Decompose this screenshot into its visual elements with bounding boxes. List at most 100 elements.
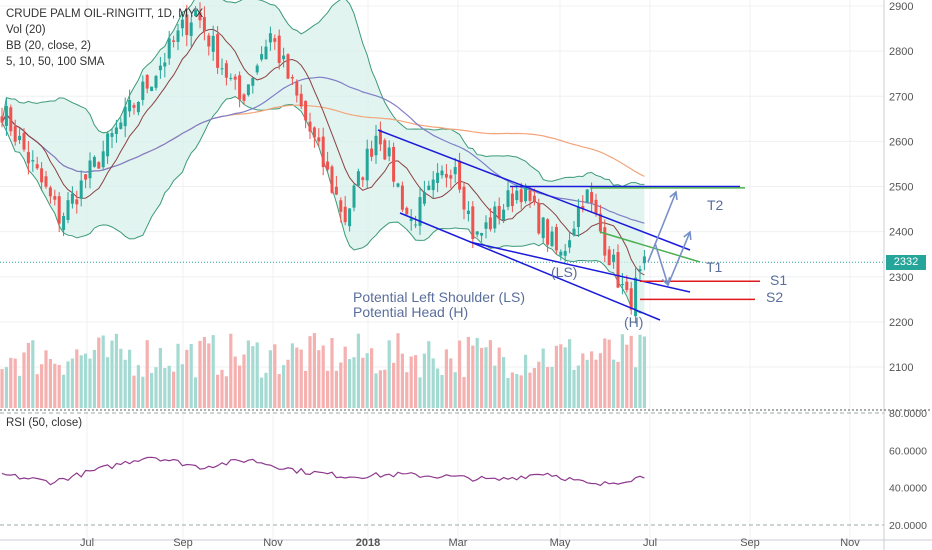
candle-body <box>106 133 110 157</box>
volume-bar <box>194 377 198 408</box>
candle-body <box>559 251 563 256</box>
candle-body <box>515 190 519 201</box>
symbol-title[interactable]: CRUDE PALM OIL-RINGITT, 1D, MYX <box>6 8 204 20</box>
price-tick-label: 2700 <box>889 91 913 103</box>
candle-body <box>84 174 88 180</box>
candle-body <box>198 12 202 21</box>
candle-body <box>330 166 334 193</box>
rsi-tick-label: 60.0000 <box>889 445 927 457</box>
candle-body <box>444 173 448 178</box>
rsi-tick-label: 80.0000 <box>889 408 927 420</box>
candle-body <box>4 105 8 126</box>
volume-bar <box>497 347 501 408</box>
volume-bar <box>255 342 259 408</box>
candle-body <box>550 231 554 247</box>
candle-body <box>484 222 488 229</box>
volume-bar <box>4 367 8 408</box>
candle-body <box>22 132 26 150</box>
grid <box>0 0 884 540</box>
candle-body <box>202 17 206 32</box>
candle-body <box>414 224 418 226</box>
time-tick-label: 2018 <box>356 537 380 549</box>
volume-bar <box>444 349 448 408</box>
volume-bar <box>238 365 242 408</box>
volume-bar <box>136 365 140 408</box>
candle-body <box>427 185 431 191</box>
volume-bar <box>405 372 409 408</box>
candle-body <box>48 187 52 197</box>
candle-body <box>57 196 61 224</box>
candle-body <box>180 19 184 29</box>
volume-bar <box>475 337 479 408</box>
bb-upper <box>1 0 645 188</box>
candle-body <box>264 46 268 60</box>
volume-bar <box>158 348 162 408</box>
candle-body <box>189 22 193 36</box>
time-tick-label: Sep <box>173 537 193 549</box>
volume-bar <box>132 375 136 408</box>
candle-body <box>92 156 96 167</box>
candle-body <box>304 100 308 121</box>
volume-bar <box>224 376 228 408</box>
volume-bar <box>616 361 620 408</box>
candle-body <box>607 249 611 266</box>
volume-bar <box>409 356 413 408</box>
volume-bar <box>282 365 286 408</box>
candle-body <box>145 74 149 89</box>
candle-body <box>418 197 422 226</box>
volume-bar <box>365 353 369 408</box>
candle-body <box>66 200 70 220</box>
volume-bar <box>585 359 589 408</box>
candle-body <box>150 86 154 92</box>
candle-body <box>163 62 167 67</box>
candle-body <box>638 269 642 272</box>
volume-bar <box>211 335 215 408</box>
volume-bar <box>541 348 545 408</box>
volume-bar <box>97 337 101 408</box>
rsi-indicator-label[interactable]: RSI (50, close) <box>6 417 83 429</box>
sma-indicator-label[interactable]: 5, 10, 50, 100 SMA <box>6 56 105 68</box>
drawings <box>377 129 760 321</box>
candle-body <box>590 192 594 203</box>
candle-body <box>132 105 136 108</box>
candle-body <box>110 133 114 137</box>
candle-body <box>502 209 506 221</box>
candle-body <box>532 195 536 202</box>
candle-body <box>167 38 171 59</box>
volume-bar <box>361 357 365 408</box>
volume-bar <box>290 343 294 408</box>
volume-bar <box>229 333 233 408</box>
vol-indicator-label[interactable]: Vol (20) <box>6 24 46 36</box>
candle-body <box>18 135 22 141</box>
volume-bar <box>92 349 96 408</box>
price-tick-label: 2200 <box>889 317 913 329</box>
volume-bar <box>458 340 462 408</box>
volume-bar <box>321 345 325 408</box>
price-tick-label: 2300 <box>889 272 913 284</box>
s1-label: S1 <box>770 272 787 288</box>
volume-bar <box>22 352 26 408</box>
candle-body <box>546 219 550 245</box>
candle-body <box>251 77 255 86</box>
candle-body <box>158 65 162 71</box>
volume-bar <box>418 377 422 408</box>
candle-body <box>136 101 140 113</box>
volume-bar <box>625 344 629 408</box>
candle-body <box>480 232 484 236</box>
arrow-to-t2 <box>647 191 677 263</box>
volume-bar <box>559 344 563 408</box>
channel-lower-line <box>399 212 661 321</box>
moving-averages <box>1 28 645 276</box>
bb-indicator-label[interactable]: BB (20, close, 2) <box>6 40 92 52</box>
volume-bar <box>642 336 646 408</box>
volume-bar <box>304 370 308 408</box>
candle-body <box>308 121 312 132</box>
volume-bar <box>128 349 132 408</box>
volume-bar <box>436 368 440 408</box>
candle-body <box>101 151 105 168</box>
volume-bar <box>537 361 541 408</box>
candle-body <box>53 196 57 200</box>
candle-body <box>128 100 132 112</box>
candle-body <box>537 203 541 234</box>
